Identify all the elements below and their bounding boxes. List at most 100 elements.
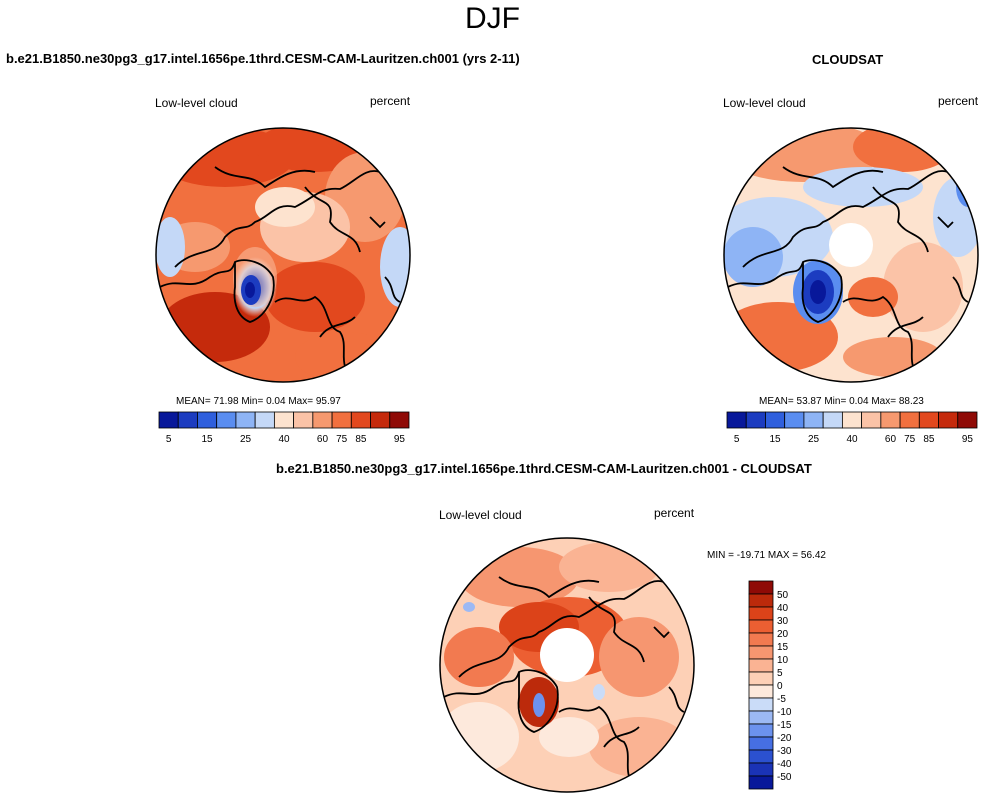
obs-colorbar-box (784, 411, 805, 429)
diff-colorbar-box (748, 645, 774, 660)
model-colorbar-box (331, 411, 352, 429)
obs-colorbar-label: 95 (962, 434, 974, 445)
diff-colorbar-label: 15 (777, 642, 789, 653)
diff-colorbar-label: -10 (777, 707, 792, 718)
obs-panel-header: CLOUDSAT (812, 52, 884, 67)
model-variable-label: Low-level cloud (155, 96, 238, 110)
model-colorbar-box (293, 411, 314, 429)
diff-colorbar-box (748, 736, 774, 751)
diff-variable-label: Low-level cloud (439, 508, 522, 522)
obs-colorbar-label: 85 (923, 434, 935, 445)
diff-colorbar-box (748, 619, 774, 634)
model-colorbar-box (273, 411, 295, 429)
diff-colorbar-label: 50 (777, 590, 789, 601)
diff-colorbar-label: 40 (777, 603, 789, 614)
obs-colorbar-box (822, 411, 843, 429)
obs-colorbar-box (880, 411, 901, 429)
model-colorbar: 5 15 25 40 60 75 85 95 (158, 411, 410, 445)
model-colorbar-box (177, 411, 198, 429)
model-colorbar-label: 60 (317, 434, 329, 445)
model-units-label: percent (370, 94, 411, 108)
diff-colorbar-box (748, 606, 774, 621)
diff-colorbar-label: -40 (777, 759, 792, 770)
model-colorbar-label: 25 (240, 434, 252, 445)
diff-colorbar-box (748, 632, 774, 647)
obs-colorbar-box (938, 411, 959, 429)
obs-colorbar-box (918, 411, 939, 429)
model-min-label: Min= (241, 396, 264, 407)
diff-colorbar-box (748, 775, 774, 790)
obs-mean-value: 53.87 (796, 396, 822, 407)
obs-colorbar-box (899, 411, 920, 429)
model-colorbar-label: 5 (166, 434, 172, 445)
obs-colorbar-box (745, 411, 766, 429)
diff-colorbar-label: -15 (777, 720, 792, 731)
diff-colorbar-label: 20 (777, 629, 789, 640)
diff-panel-header: b.e21.B1850.ne30pg3_g17.intel.1656pe.1th… (276, 461, 812, 476)
obs-units-label: percent (938, 94, 979, 108)
model-mean-value: 71.98 (213, 396, 239, 407)
model-colorbar-box (312, 411, 333, 429)
model-colorbar-label: 40 (278, 434, 290, 445)
diff-cloud-field (440, 538, 694, 792)
diff-colorbar-label: 30 (777, 616, 789, 627)
obs-colorbar-box (861, 411, 882, 429)
diff-colorbar-box (748, 762, 774, 777)
model-max-label: Max= (288, 396, 314, 407)
obs-colorbar: 5 15 25 40 60 75 85 95 (726, 411, 978, 445)
model-colorbar-label: 85 (355, 434, 367, 445)
model-colorbar-box (158, 411, 179, 429)
model-colorbar-box (254, 411, 275, 429)
obs-variable-label: Low-level cloud (723, 96, 806, 110)
obs-max-label: Max= (871, 396, 897, 407)
model-coastlines (159, 166, 401, 378)
diff-colorbar-label: 0 (777, 681, 783, 692)
model-colorbar-box (216, 411, 237, 429)
diff-colorbar-label: 10 (777, 655, 789, 666)
model-colorbar-label: 15 (202, 434, 214, 445)
diff-minmax-label: MIN = -19.71 MAX = 56.42 (707, 550, 826, 561)
diff-colorbar-label: -5 (777, 694, 786, 705)
diff-colorbar-box (748, 697, 774, 712)
obs-colorbar-label: 5 (734, 434, 740, 445)
model-colorbar-box (197, 411, 218, 429)
diff-colorbar-label: -20 (777, 733, 792, 744)
obs-coastlines (727, 166, 969, 378)
model-polar-map (155, 127, 411, 383)
diff-colorbar-box (748, 749, 774, 764)
model-panel-header: b.e21.B1850.ne30pg3_g17.intel.1656pe.1th… (6, 51, 520, 66)
obs-min-value: 0.04 (849, 396, 869, 407)
obs-colorbar-box (957, 411, 978, 429)
model-colorbar-box (350, 411, 371, 429)
obs-colorbar-label: 60 (885, 434, 897, 445)
diff-colorbar-box (748, 723, 774, 738)
model-colorbar-label: 95 (394, 434, 406, 445)
obs-colorbar-box (726, 411, 747, 429)
diff-colorbar-label: -30 (777, 746, 792, 757)
diff-colorbar-label: 5 (777, 668, 783, 679)
obs-polar-map (723, 127, 979, 383)
model-mean-label: MEAN= (176, 396, 211, 407)
model-colorbar-box (389, 411, 410, 429)
obs-colorbar-box (803, 411, 824, 429)
diff-colorbar-box (748, 580, 774, 595)
obs-min-label: Min= (824, 396, 847, 407)
obs-mean-label: MEAN= (759, 396, 794, 407)
diff-colorbar-box (748, 684, 774, 699)
page-title: DJF (465, 2, 520, 35)
model-max-value: 95.97 (315, 396, 341, 407)
diff-colorbar-box (748, 658, 774, 673)
obs-colorbar-label: 40 (846, 434, 858, 445)
diff-colorbar-box (748, 671, 774, 686)
obs-colorbar-box (841, 411, 863, 429)
obs-colorbar-label: 15 (770, 434, 782, 445)
obs-colorbar-label: 75 (904, 434, 916, 445)
obs-colorbar-box (765, 411, 786, 429)
diff-colorbar-label: -50 (777, 772, 792, 783)
model-colorbar-box (235, 411, 256, 429)
diff-units-label: percent (654, 506, 695, 520)
obs-max-value: 88.23 (898, 396, 924, 407)
obs-colorbar-label: 25 (808, 434, 820, 445)
diff-coastlines (443, 576, 685, 788)
